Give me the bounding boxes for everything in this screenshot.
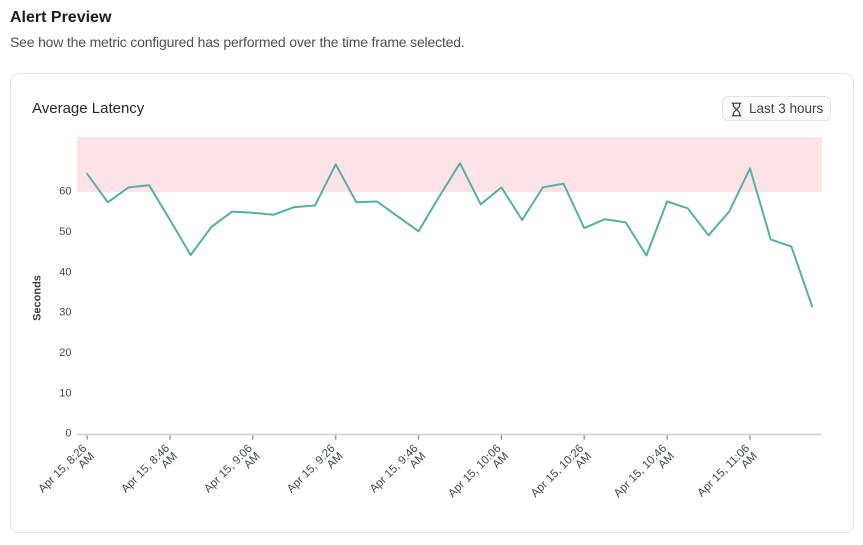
svg-text:Apr 15, 10:46: Apr 15, 10:46 bbox=[612, 443, 669, 500]
svg-text:Apr 15, 11:06: Apr 15, 11:06 bbox=[695, 443, 752, 500]
svg-text:40: 40 bbox=[59, 266, 71, 278]
svg-text:Seconds: Seconds bbox=[32, 275, 44, 321]
svg-text:60: 60 bbox=[59, 186, 71, 198]
svg-text:Apr 15, 9:26: Apr 15, 9:26 bbox=[285, 443, 338, 496]
svg-text:Apr 15, 10:26: Apr 15, 10:26 bbox=[529, 443, 586, 500]
svg-text:20: 20 bbox=[59, 347, 71, 359]
svg-text:Apr 15, 8:46: Apr 15, 8:46 bbox=[119, 443, 172, 496]
svg-text:Apr 15, 9:06: Apr 15, 9:06 bbox=[202, 443, 255, 496]
svg-text:Apr 15, 9:46: Apr 15, 9:46 bbox=[368, 443, 421, 496]
svg-text:50: 50 bbox=[59, 226, 71, 238]
svg-text:Apr 15, 10:06: Apr 15, 10:06 bbox=[446, 443, 503, 500]
svg-text:10: 10 bbox=[59, 387, 71, 399]
svg-text:30: 30 bbox=[59, 307, 71, 319]
svg-text:0: 0 bbox=[65, 428, 71, 440]
svg-text:Apr 15, 8:26: Apr 15, 8:26 bbox=[36, 443, 89, 496]
